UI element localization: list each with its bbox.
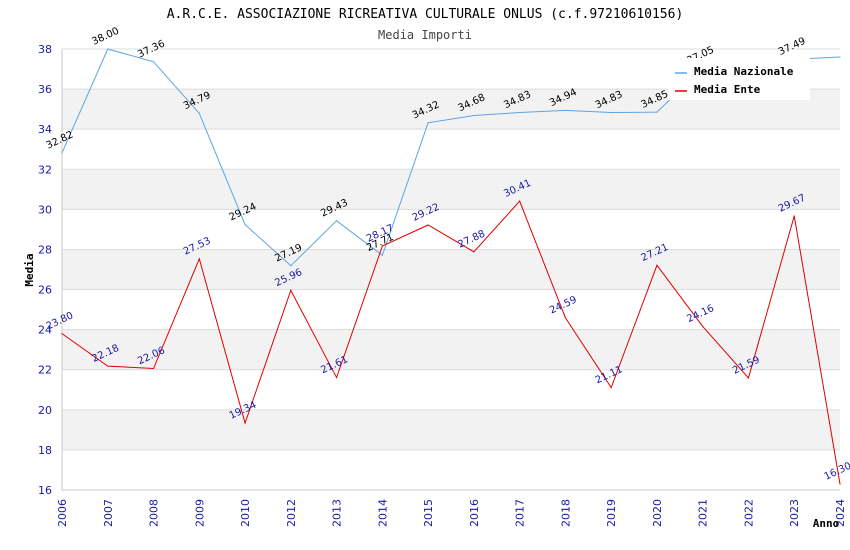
x-tick-label: 2014 bbox=[376, 499, 389, 527]
y-tick-label: 16 bbox=[38, 484, 52, 497]
x-tick-labels: 2006 2007 2008 2009 2010 2012 2013 2014 2015 2016… bbox=[56, 499, 847, 527]
x-tick-label: 2009 bbox=[193, 499, 206, 527]
y-tick-labels: 16 18 20 22 24 26 28 30 32 34 36 38 bbox=[38, 43, 52, 497]
legend-label-ente: Media Ente bbox=[694, 83, 761, 96]
grid-band bbox=[62, 409, 840, 450]
y-tick-label: 18 bbox=[38, 444, 52, 457]
data-point-ente bbox=[519, 200, 521, 202]
y-tick-label: 20 bbox=[38, 404, 52, 417]
data-point-nazionale bbox=[335, 220, 338, 222]
data-point-nazionale bbox=[839, 56, 841, 58]
grid-band bbox=[62, 289, 840, 330]
x-tick-label: 2008 bbox=[148, 499, 161, 527]
x-tick-label: 2012 bbox=[285, 499, 298, 527]
grid-band bbox=[62, 169, 840, 210]
legend: Media Nazionale Media Ente bbox=[668, 58, 810, 100]
axes bbox=[61, 49, 840, 491]
data-point-nazionale bbox=[427, 122, 429, 124]
data-point-nazionale bbox=[152, 61, 155, 63]
grid-band bbox=[62, 369, 840, 410]
x-tick-label: 2013 bbox=[331, 499, 344, 527]
grid-band bbox=[62, 209, 840, 250]
x-tick-label: 2024 bbox=[834, 499, 847, 527]
data-point-ente bbox=[61, 333, 63, 335]
y-tick-label: 32 bbox=[38, 163, 52, 176]
data-point-nazionale bbox=[473, 114, 475, 117]
data-point-nazionale bbox=[610, 111, 612, 114]
y-tick-label: 30 bbox=[38, 203, 52, 216]
data-point-ente bbox=[427, 224, 429, 226]
x-tick-label: 2006 bbox=[56, 499, 69, 527]
data-label-nazionale: 38.00 bbox=[90, 26, 121, 48]
data-point-nazionale bbox=[107, 48, 109, 50]
data-point-nazionale bbox=[290, 265, 292, 267]
x-tick-label: 2015 bbox=[422, 499, 435, 527]
legend-label-nazionale: Media Nazionale bbox=[694, 65, 794, 78]
data-point-ente bbox=[656, 264, 658, 266]
data-point-nazionale bbox=[656, 111, 658, 113]
data-point-ente bbox=[198, 258, 200, 260]
x-tick-label: 2020 bbox=[651, 499, 664, 527]
data-point-ente bbox=[381, 245, 383, 247]
data-point-ente bbox=[702, 325, 704, 328]
grid-bands bbox=[62, 49, 840, 490]
data-point-ente bbox=[610, 386, 612, 389]
x-tick-label: 2016 bbox=[468, 499, 481, 527]
data-point-nazionale bbox=[198, 112, 200, 114]
x-tick-label: 2007 bbox=[102, 499, 115, 527]
data-point-ente bbox=[335, 376, 338, 379]
y-tick-label: 24 bbox=[38, 324, 52, 337]
series-line-media-ente bbox=[61, 200, 841, 485]
data-point-ente bbox=[244, 422, 246, 424]
y-tick-label: 22 bbox=[38, 364, 52, 377]
data-point-ente bbox=[473, 251, 475, 253]
data-point-nazionale bbox=[381, 254, 383, 256]
x-tick-label: 2021 bbox=[697, 499, 710, 527]
x-tick-label: 2022 bbox=[742, 499, 755, 527]
data-point-nazionale bbox=[61, 152, 63, 154]
data-point-nazionale bbox=[244, 223, 246, 226]
chart-title: A.R.C.E. ASSOCIAZIONE RICREATIVA CULTURA… bbox=[167, 7, 684, 22]
y-tick-label: 34 bbox=[38, 123, 52, 136]
data-point-nazionale bbox=[564, 109, 567, 111]
data-point-nazionale bbox=[519, 111, 521, 114]
data-point-ente bbox=[152, 367, 155, 370]
y-tick-label: 26 bbox=[38, 284, 52, 297]
y-tick-label: 38 bbox=[38, 43, 52, 56]
x-tick-label: 2018 bbox=[559, 499, 572, 527]
data-point-ente bbox=[564, 317, 567, 319]
x-tick-label: 2017 bbox=[514, 499, 527, 527]
data-point-ente bbox=[290, 289, 292, 291]
x-tick-label: 2019 bbox=[605, 499, 618, 527]
data-point-ente bbox=[793, 215, 795, 217]
grid-band bbox=[62, 329, 840, 370]
grid-band bbox=[62, 449, 840, 490]
data-point-ente bbox=[747, 377, 750, 379]
data-point-ente bbox=[107, 365, 109, 367]
y-tick-label: 36 bbox=[38, 83, 52, 96]
y-tick-label: 28 bbox=[38, 243, 52, 256]
grid-band bbox=[62, 129, 840, 170]
chart-subtitle: Media Importi bbox=[378, 28, 472, 42]
grid-lines bbox=[62, 48, 840, 491]
x-tick-label: 2010 bbox=[239, 499, 252, 527]
grid-band bbox=[62, 249, 840, 290]
legend-background bbox=[668, 58, 810, 100]
y-axis-label: Media bbox=[23, 253, 36, 286]
data-point-ente bbox=[839, 483, 841, 485]
x-tick-label: 2023 bbox=[788, 499, 801, 527]
x-axis-label: Anno bbox=[813, 517, 840, 530]
